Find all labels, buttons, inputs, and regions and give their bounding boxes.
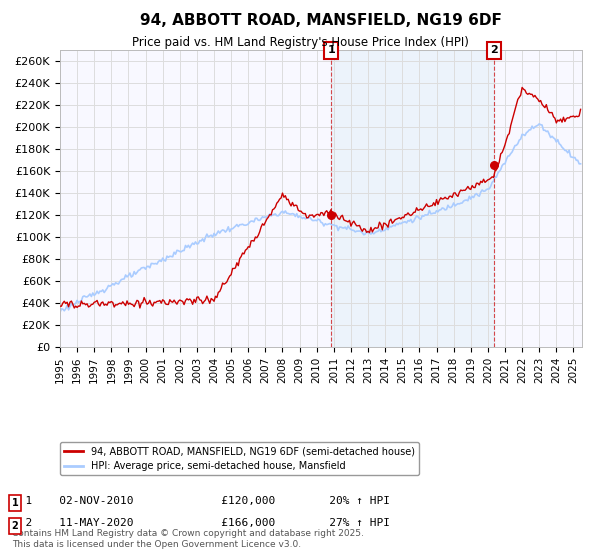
Point [490, 160, 499, 169]
Text: 2: 2 [11, 521, 19, 531]
Point [326, 211, 336, 220]
Legend: 94, ABBOTT ROAD, MANSFIELD, NG19 6DF (semi-detached house), HPI: Average price, : 94, ABBOTT ROAD, MANSFIELD, NG19 6DF (se… [60, 442, 419, 475]
Text: 2    11-MAY-2020             £166,000        27% ↑ HPI: 2 11-MAY-2020 £166,000 27% ↑ HPI [12, 518, 390, 528]
Text: Contains HM Land Registry data © Crown copyright and database right 2025.
This d: Contains HM Land Registry data © Crown c… [12, 529, 364, 549]
Text: 1: 1 [327, 45, 335, 55]
Text: 1: 1 [11, 498, 19, 508]
Title: 94, ABBOTT ROAD, MANSFIELD, NG19 6DF: 94, ABBOTT ROAD, MANSFIELD, NG19 6DF [140, 13, 502, 29]
Bar [331, 50, 494, 347]
Text: 1    02-NOV-2010             £120,000        20% ↑ HPI: 1 02-NOV-2010 £120,000 20% ↑ HPI [12, 496, 390, 506]
Text: 2: 2 [490, 45, 498, 55]
Text: Price paid vs. HM Land Registry's House Price Index (HPI): Price paid vs. HM Land Registry's House … [131, 36, 469, 49]
